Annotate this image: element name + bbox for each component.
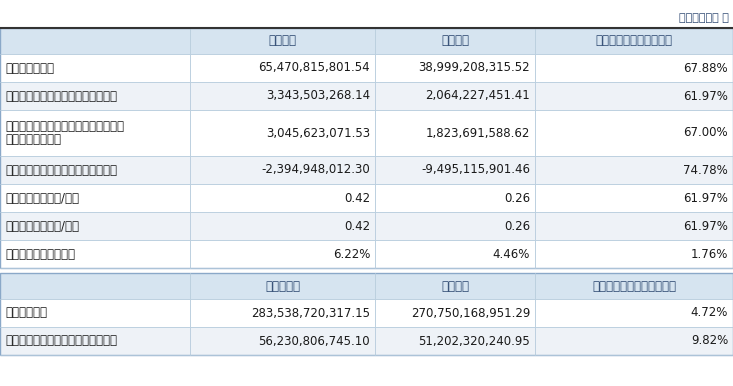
Text: 51,202,320,240.95: 51,202,320,240.95	[419, 335, 530, 347]
Text: 上年同期: 上年同期	[441, 34, 469, 47]
Text: 本报告期末: 本报告期末	[265, 279, 300, 293]
Bar	[535, 82, 733, 110]
Bar	[535, 28, 733, 54]
Bar	[535, 54, 733, 82]
Bar	[190, 299, 375, 327]
Text: 归属于上市公司股东的净利润（元）: 归属于上市公司股东的净利润（元）	[5, 90, 117, 103]
Text: 经营活动产生的现金流量净额（元）: 经营活动产生的现金流量净额（元）	[5, 164, 117, 176]
Bar	[0, 28, 190, 54]
Text: 归属于上市公司股东的净资产（元）: 归属于上市公司股东的净资产（元）	[5, 335, 117, 347]
Text: 4.72%: 4.72%	[690, 306, 728, 320]
Bar	[0, 156, 190, 184]
Text: 归属于上市公司股东的扣除非经常性损: 归属于上市公司股东的扣除非经常性损	[5, 120, 124, 133]
Bar	[375, 184, 535, 212]
Bar	[190, 327, 375, 355]
Text: 总资产（元）: 总资产（元）	[5, 306, 47, 320]
Bar	[0, 240, 190, 268]
Bar	[535, 212, 733, 240]
Text: 0.26: 0.26	[504, 191, 530, 205]
Bar	[375, 82, 535, 110]
Text: 56,230,806,745.10: 56,230,806,745.10	[258, 335, 370, 347]
Text: 本报告期: 本报告期	[268, 34, 297, 47]
Bar	[0, 28, 733, 268]
Bar	[375, 28, 535, 54]
Bar	[190, 240, 375, 268]
Text: 0.42: 0.42	[344, 220, 370, 232]
Bar	[0, 273, 190, 299]
Bar	[535, 110, 733, 156]
Bar	[375, 240, 535, 268]
Text: 2,064,227,451.41: 2,064,227,451.41	[425, 90, 530, 103]
Bar	[0, 54, 190, 82]
Bar	[375, 110, 535, 156]
Bar	[535, 156, 733, 184]
Bar	[190, 54, 375, 82]
Text: 稀释每股收益（元/股）: 稀释每股收益（元/股）	[5, 220, 79, 232]
Text: 283,538,720,317.15: 283,538,720,317.15	[251, 306, 370, 320]
Bar	[535, 299, 733, 327]
Text: 67.88%: 67.88%	[683, 61, 728, 74]
Bar	[0, 327, 190, 355]
Bar	[0, 212, 190, 240]
Bar	[0, 184, 190, 212]
Bar	[375, 156, 535, 184]
Text: 270,750,168,951.29: 270,750,168,951.29	[410, 306, 530, 320]
Text: 3,045,623,071.53: 3,045,623,071.53	[266, 127, 370, 139]
Text: 1.76%: 1.76%	[690, 247, 728, 261]
Text: 9.82%: 9.82%	[690, 335, 728, 347]
Text: 基本每股收益（元/股）: 基本每股收益（元/股）	[5, 191, 79, 205]
Bar	[190, 82, 375, 110]
Text: 0.42: 0.42	[344, 191, 370, 205]
Bar	[190, 156, 375, 184]
Text: 3,343,503,268.14: 3,343,503,268.14	[266, 90, 370, 103]
Text: -2,394,948,012.30: -2,394,948,012.30	[261, 164, 370, 176]
Text: 4.46%: 4.46%	[493, 247, 530, 261]
Text: 74.78%: 74.78%	[683, 164, 728, 176]
Bar	[0, 110, 190, 156]
Bar	[375, 54, 535, 82]
Text: 1,823,691,588.62: 1,823,691,588.62	[426, 127, 530, 139]
Bar	[535, 184, 733, 212]
Bar	[190, 28, 375, 54]
Bar	[375, 273, 535, 299]
Text: 0.26: 0.26	[504, 220, 530, 232]
Text: 营业收入（元）: 营业收入（元）	[5, 61, 54, 74]
Text: 本报告期末比上年度末增减: 本报告期末比上年度末增减	[592, 279, 676, 293]
Bar	[535, 273, 733, 299]
Bar	[535, 240, 733, 268]
Text: 61.97%: 61.97%	[683, 220, 728, 232]
Text: 61.97%: 61.97%	[683, 191, 728, 205]
Bar	[0, 299, 190, 327]
Text: 上年度末: 上年度末	[441, 279, 469, 293]
Text: 益的净利润（元）: 益的净利润（元）	[5, 133, 61, 146]
Text: 加权平均净资产收益率: 加权平均净资产收益率	[5, 247, 75, 261]
Bar	[190, 273, 375, 299]
Bar	[0, 273, 733, 355]
Bar	[535, 327, 733, 355]
Text: 6.22%: 6.22%	[333, 247, 370, 261]
Text: 单位：人民币 元: 单位：人民币 元	[679, 13, 729, 23]
Bar	[375, 299, 535, 327]
Text: 67.00%: 67.00%	[683, 127, 728, 139]
Bar	[190, 110, 375, 156]
Bar	[190, 184, 375, 212]
Bar	[375, 212, 535, 240]
Text: 61.97%: 61.97%	[683, 90, 728, 103]
Text: 65,470,815,801.54: 65,470,815,801.54	[258, 61, 370, 74]
Bar	[0, 82, 190, 110]
Text: 38,999,208,315.52: 38,999,208,315.52	[419, 61, 530, 74]
Bar	[375, 327, 535, 355]
Text: -9,495,115,901.46: -9,495,115,901.46	[421, 164, 530, 176]
Bar	[190, 212, 375, 240]
Text: 本报告期比上年同期增减: 本报告期比上年同期增减	[595, 34, 672, 47]
